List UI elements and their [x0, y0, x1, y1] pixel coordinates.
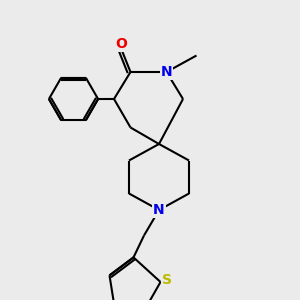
Text: O: O — [116, 37, 128, 51]
Text: N: N — [153, 203, 165, 217]
Text: N: N — [161, 65, 172, 79]
Text: S: S — [162, 274, 172, 287]
